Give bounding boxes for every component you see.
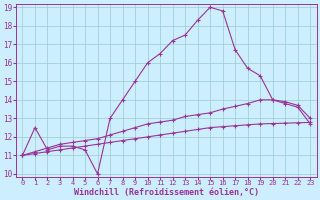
X-axis label: Windchill (Refroidissement éolien,°C): Windchill (Refroidissement éolien,°C)	[74, 188, 259, 197]
